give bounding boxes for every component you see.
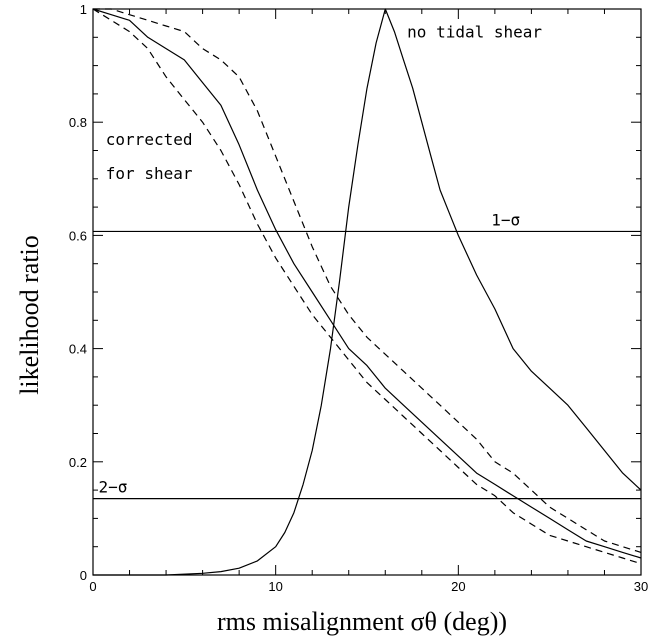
- series-layer: [92, 8, 642, 576]
- chart-annotation: corrected: [106, 130, 193, 149]
- ticks-layer: 0 10 20 30 0 0.2 0.4 0.6 0.8 1: [69, 2, 648, 594]
- series-line-3: [92, 8, 642, 565]
- reference-lines-layer: 1−σ 2−σ: [93, 210, 641, 500]
- x-tick-label: 0: [89, 579, 96, 594]
- x-tick-label: 10: [268, 579, 282, 594]
- annotation-layer: no tidal shear corrected for shear: [106, 22, 543, 183]
- y-tick-label: 0.4: [69, 342, 87, 357]
- y-tick-label: 0.6: [69, 228, 87, 243]
- y-tick-label: 0.2: [69, 455, 87, 470]
- plot-frame: [92, 8, 642, 576]
- x-tick-label: 30: [634, 579, 648, 594]
- y-tick-label: 0: [80, 568, 87, 583]
- y-tick-label: 0.8: [69, 115, 87, 130]
- series-line-4: [93, 8, 642, 576]
- chart-annotation: no tidal shear: [407, 22, 542, 41]
- series-line-2: [93, 8, 642, 553]
- reference-line-label: 2−σ: [98, 478, 127, 497]
- x-tick-label: 20: [451, 579, 465, 594]
- x-axis-title: rms misalignment σθ (deg)): [217, 607, 507, 636]
- chart-annotation: for shear: [106, 164, 193, 183]
- reference-line-label: 1−σ: [491, 210, 520, 229]
- series-line-1: [92, 8, 642, 559]
- y-tick-label: 1: [80, 2, 87, 17]
- y-axis-title: likelihood ratio: [15, 235, 44, 395]
